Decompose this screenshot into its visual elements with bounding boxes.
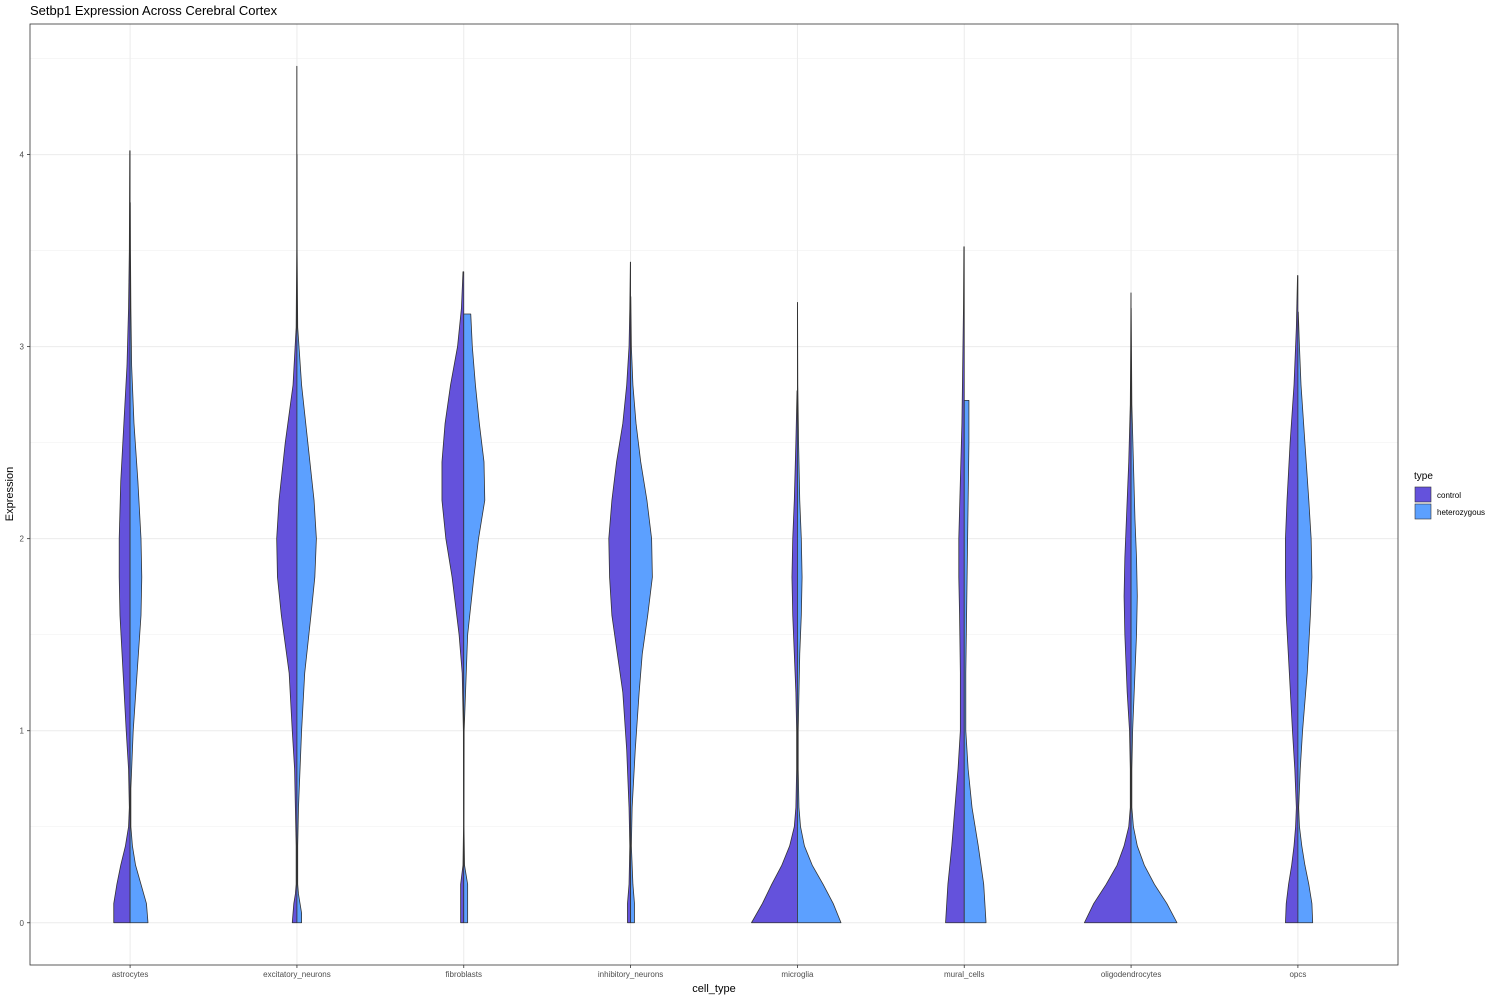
legend-title: type <box>1414 471 1433 482</box>
violin-half-heterozygous <box>797 302 842 924</box>
legend-swatch-control <box>1414 486 1432 503</box>
x-axis: astrocytes excitatory_neurons fibroblasts i… <box>112 965 1306 979</box>
x-tick-label: oligodendrocytes <box>1101 970 1161 979</box>
violin-half-control <box>751 390 798 924</box>
y-tick-label: 0 <box>20 919 25 928</box>
violin-half-heterozygous <box>463 313 486 924</box>
violin-excitatory_neurons <box>276 65 317 924</box>
x-axis-title: cell_type <box>692 983 735 995</box>
legend: type control heterozygous <box>1414 471 1485 520</box>
y-tick-label: 1 <box>20 727 25 736</box>
x-tick-label: opcs <box>1289 970 1306 979</box>
x-tick-label: excitatory_neurons <box>263 970 331 979</box>
violin-half-heterozygous <box>1297 311 1314 924</box>
violin-half-control <box>113 150 131 924</box>
violin-fibroblasts <box>441 271 486 924</box>
violins <box>113 65 1314 924</box>
violin-half-heterozygous <box>296 154 317 924</box>
y-tick-label: 3 <box>20 343 25 352</box>
violin-mural_cells <box>945 246 987 924</box>
y-tick-label: 4 <box>20 151 25 160</box>
violin-inhibitory_neurons <box>608 261 653 924</box>
violin-half-control <box>1285 275 1299 924</box>
plot-area <box>29 23 1399 966</box>
x-tick-label: inhibitory_neurons <box>598 970 663 979</box>
violin-oligodendrocytes <box>1083 292 1178 924</box>
x-tick-label: mural_cells <box>944 970 984 979</box>
violin-half-control <box>441 271 465 924</box>
violin-half-heterozygous <box>630 296 653 924</box>
violin-half-heterozygous <box>1130 307 1178 924</box>
y-tick-label: 2 <box>20 535 25 544</box>
x-tick-label: microglia <box>781 970 814 979</box>
violin-half-control <box>276 65 298 924</box>
x-tick-label: astrocytes <box>112 970 148 979</box>
violin-microglia <box>751 302 842 924</box>
violin-half-control <box>945 246 965 924</box>
legend-swatch-heterozygous <box>1414 503 1432 520</box>
y-axis-title: Expression <box>4 467 16 521</box>
plot-border <box>29 23 1399 966</box>
x-tick-label: fibroblasts <box>446 970 482 979</box>
violin-half-control <box>1083 292 1132 924</box>
chart-title: Setbp1 Expression Across Cerebral Cortex <box>30 3 278 18</box>
violin-half-control <box>608 261 631 924</box>
plot-panel <box>30 24 1398 965</box>
legend-label-control: control <box>1437 491 1461 500</box>
y-axis: 0 1 2 3 4 <box>20 151 30 928</box>
violin-half-heterozygous <box>963 400 987 924</box>
violin-opcs <box>1285 275 1314 924</box>
legend-label-heterozygous: heterozygous <box>1437 508 1485 517</box>
violin-astrocytes <box>113 150 149 924</box>
violin-half-heterozygous <box>129 202 149 924</box>
